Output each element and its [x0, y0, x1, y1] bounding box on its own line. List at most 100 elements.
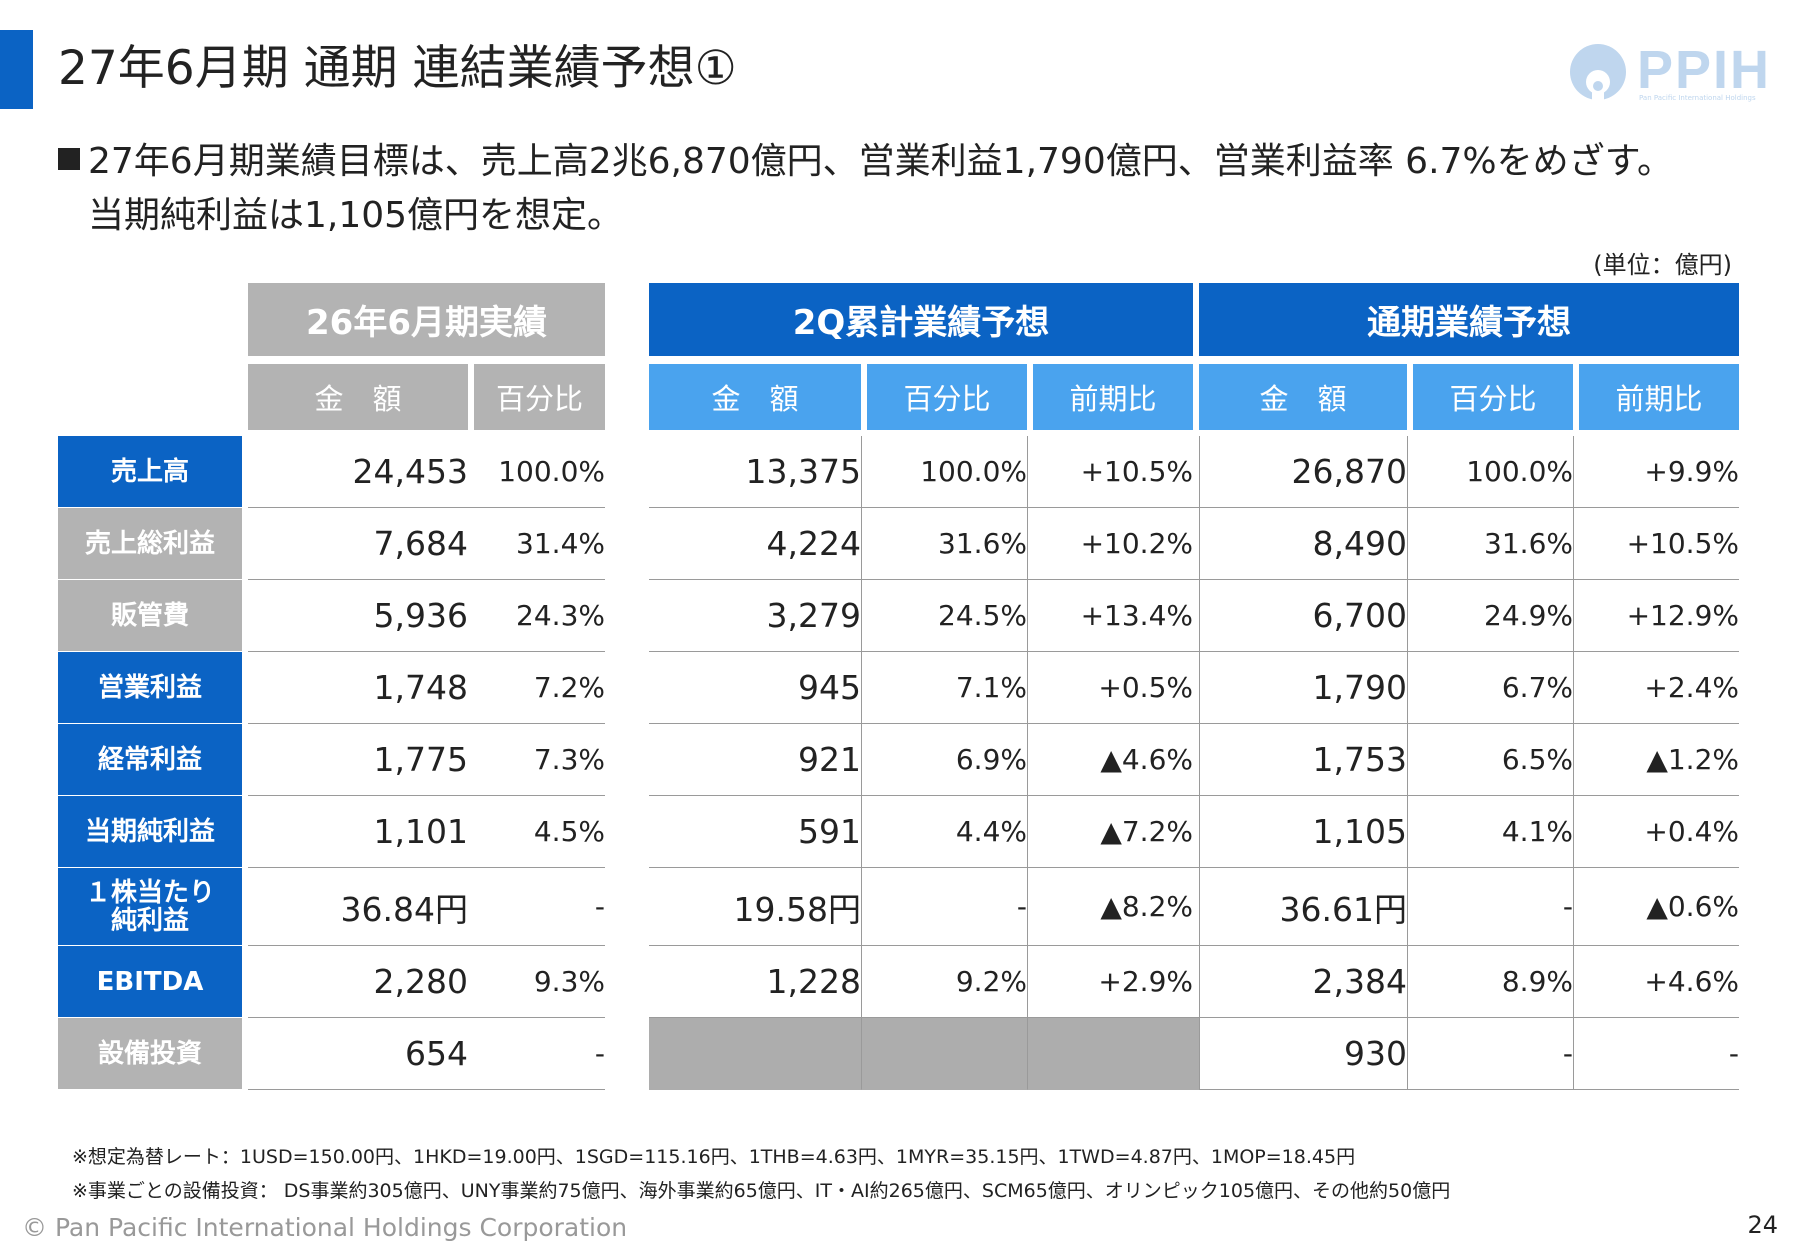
- full-yoy: +0.4%: [1573, 796, 1739, 868]
- group-header-2q: 2Q累計業績予想: [649, 283, 1193, 356]
- full-amount: 26,870: [1199, 436, 1407, 508]
- row-label: 営業利益: [58, 652, 242, 724]
- full-yoy: ▲0.6%: [1573, 868, 1739, 946]
- summary-line-1: 27年6月期業績目標は、売上高2兆6,870億円、営業利益1,790億円、営業利…: [88, 141, 1674, 182]
- q2-amount: 1,228: [649, 946, 861, 1018]
- col-header-yoy: 前期比: [1027, 364, 1193, 430]
- full-amount: 930: [1199, 1018, 1407, 1090]
- full-ratio: -: [1407, 1018, 1573, 1090]
- col-header-amount: 金 額: [649, 364, 861, 430]
- footnotes: ※想定為替レート：1USD=150.00円、1HKD=19.00円、1SGD=1…: [72, 1140, 1450, 1208]
- actual-ratio: -: [468, 1018, 605, 1090]
- row-label-line-1: １株当たり: [84, 877, 215, 908]
- actual-ratio: 24.3%: [468, 580, 605, 652]
- copyright-footer: © Pan Pacific International Holdings Cor…: [22, 1213, 628, 1242]
- actual-ratio: 31.4%: [468, 508, 605, 580]
- full-yoy: +9.9%: [1573, 436, 1739, 508]
- capex-note: ※事業ごとの設備投資： DS事業約305億円、UNY事業約75億円、海外事業約6…: [72, 1180, 1451, 1202]
- q2-yoy: +10.2%: [1027, 508, 1193, 580]
- q2-ratio: 6.9%: [861, 724, 1027, 796]
- q2-ratio: 4.4%: [861, 796, 1027, 868]
- full-yoy: ▲1.2%: [1573, 724, 1739, 796]
- col-header-ratio: 百分比: [861, 364, 1027, 430]
- q2-yoy: +2.9%: [1027, 946, 1193, 1018]
- q2-ratio: 24.5%: [861, 580, 1027, 652]
- ppih-logo: PPIH Pan Pacific International Holdings: [1565, 40, 1772, 104]
- full-ratio: 6.5%: [1407, 724, 1573, 796]
- row-label: １株当たり 純利益: [58, 868, 242, 946]
- full-yoy: -: [1573, 1018, 1739, 1090]
- page-title: 27年6月期 通期 連結業績予想①: [58, 41, 737, 96]
- q2-yoy: ▲7.2%: [1027, 796, 1193, 868]
- actual-amount: 5,936: [248, 580, 468, 652]
- full-yoy: +10.5%: [1573, 508, 1739, 580]
- q2-ratio: 7.1%: [861, 652, 1027, 724]
- bullet-square-icon: [58, 148, 80, 170]
- row-label: 当期純利益: [58, 796, 242, 868]
- full-ratio: 100.0%: [1407, 436, 1573, 508]
- row-label: 販管費: [58, 580, 242, 652]
- actual-ratio: 7.2%: [468, 652, 605, 724]
- full-amount: 8,490: [1199, 508, 1407, 580]
- summary-bullet: 27年6月期業績目標は、売上高2兆6,870億円、営業利益1,790億円、営業利…: [58, 135, 1673, 189]
- table-row: 販管費 5,936 24.3% 3,279 24.5% +13.4% 6,700…: [58, 580, 1739, 652]
- q2-yoy-blank: [1027, 1018, 1193, 1090]
- q2-ratio-blank: [861, 1018, 1027, 1090]
- summary-line-2: 当期純利益は1,105億円を想定。: [88, 195, 624, 236]
- full-ratio: 6.7%: [1407, 652, 1573, 724]
- actual-ratio: 100.0%: [468, 436, 605, 508]
- q2-ratio: 100.0%: [861, 436, 1027, 508]
- table-row: 営業利益 1,748 7.2% 945 7.1% +0.5% 1,790 6.7…: [58, 652, 1739, 724]
- q2-yoy: +0.5%: [1027, 652, 1193, 724]
- q2-amount: 4,224: [649, 508, 861, 580]
- q2-amount-blank: [649, 1018, 861, 1090]
- full-amount: 6,700: [1199, 580, 1407, 652]
- actual-amount: 24,453: [248, 436, 468, 508]
- full-ratio: 8.9%: [1407, 946, 1573, 1018]
- actual-amount: 1,101: [248, 796, 468, 868]
- row-label: 売上総利益: [58, 508, 242, 580]
- title-accent-bar: [0, 30, 33, 109]
- col-header-amount: 金 額: [248, 364, 468, 430]
- q2-amount: 921: [649, 724, 861, 796]
- table-row: 売上総利益 7,684 31.4% 4,224 31.6% +10.2% 8,4…: [58, 508, 1739, 580]
- actual-ratio: 9.3%: [468, 946, 605, 1018]
- logo-text: PPIH: [1637, 40, 1772, 100]
- row-label: 経常利益: [58, 724, 242, 796]
- actual-amount: 2,280: [248, 946, 468, 1018]
- col-header-yoy: 前期比: [1573, 364, 1739, 430]
- full-ratio: -: [1407, 868, 1573, 946]
- full-amount: 2,384: [1199, 946, 1407, 1018]
- table-row: 設備投資 654 - 930 - -: [58, 1018, 1739, 1090]
- row-label-line-2: 純利益: [110, 905, 189, 936]
- row-label: 設備投資: [58, 1018, 242, 1090]
- actual-amount: 654: [248, 1018, 468, 1090]
- q2-ratio: 9.2%: [861, 946, 1027, 1018]
- full-amount: 1,753: [1199, 724, 1407, 796]
- logo-mark-icon: [1570, 44, 1626, 104]
- q2-ratio: 31.6%: [861, 508, 1027, 580]
- unit-label: (単位：億円): [1593, 251, 1732, 279]
- full-ratio: 31.6%: [1407, 508, 1573, 580]
- full-yoy: +2.4%: [1573, 652, 1739, 724]
- full-yoy: +4.6%: [1573, 946, 1739, 1018]
- q2-ratio: -: [861, 868, 1027, 946]
- row-label: 売上高: [58, 436, 242, 508]
- table-row: 売上高 24,453 100.0% 13,375 100.0% +10.5% 2…: [58, 436, 1739, 508]
- q2-amount: 13,375: [649, 436, 861, 508]
- table-row: １株当たり 純利益 36.84円 - 19.58円 - ▲8.2% 36.61円 …: [58, 868, 1739, 946]
- row-label: EBITDA: [58, 946, 242, 1018]
- full-yoy: +12.9%: [1573, 580, 1739, 652]
- forecast-table: 26年6月期実績 2Q累計業績予想 通期業績予想 金 額 百分比 金 額 百分比…: [58, 283, 1739, 1090]
- table-row: 経常利益 1,775 7.3% 921 6.9% ▲4.6% 1,753 6.5…: [58, 724, 1739, 796]
- col-header-amount: 金 額: [1199, 364, 1407, 430]
- actual-amount: 1,748: [248, 652, 468, 724]
- q2-amount: 591: [649, 796, 861, 868]
- q2-amount: 19.58円: [649, 868, 861, 946]
- col-header-ratio: 百分比: [1407, 364, 1573, 430]
- full-ratio: 24.9%: [1407, 580, 1573, 652]
- table-row: EBITDA 2,280 9.3% 1,228 9.2% +2.9% 2,384…: [58, 946, 1739, 1018]
- actual-amount: 7,684: [248, 508, 468, 580]
- full-amount: 1,105: [1199, 796, 1407, 868]
- q2-amount: 945: [649, 652, 861, 724]
